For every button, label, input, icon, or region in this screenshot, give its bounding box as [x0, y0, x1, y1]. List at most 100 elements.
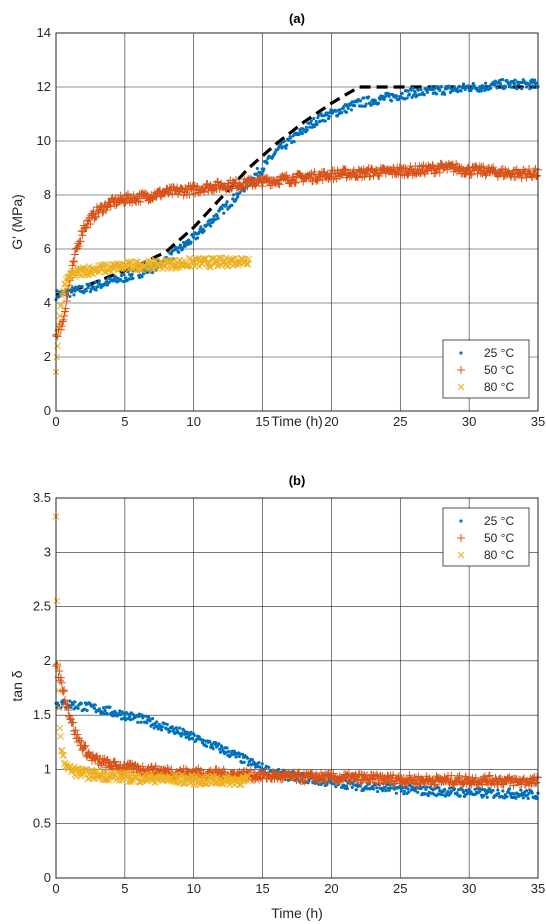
- data-point: [175, 247, 179, 251]
- data-point: [331, 172, 340, 181]
- data-point: [472, 84, 476, 88]
- data-point: [114, 711, 118, 715]
- data-point: [136, 720, 140, 724]
- data-point: [326, 111, 330, 115]
- data-point: [295, 771, 304, 780]
- data-point: [371, 779, 380, 788]
- data-point: [174, 726, 178, 730]
- data-point: [369, 103, 373, 107]
- data-point: [237, 754, 241, 759]
- data-point: [128, 715, 132, 719]
- data-point: [304, 125, 309, 129]
- data-point: [448, 786, 452, 790]
- data-point: [250, 180, 259, 189]
- data-point: [355, 167, 364, 176]
- data-point: [310, 167, 319, 176]
- data-point: [342, 783, 346, 788]
- series-80c: [52, 254, 253, 376]
- data-point: [60, 311, 69, 320]
- panel-b-xlabel: Time (h): [271, 905, 323, 921]
- data-point: [448, 85, 452, 89]
- data-point: [476, 169, 485, 178]
- data-point: [419, 786, 423, 791]
- x-tick-label: 35: [531, 881, 545, 896]
- data-point: [503, 84, 507, 88]
- data-point: [130, 272, 134, 276]
- data-point: [349, 108, 354, 112]
- data-point: [205, 181, 214, 190]
- data-point: [158, 723, 162, 727]
- data-point: [237, 183, 246, 192]
- data-point: [430, 169, 439, 178]
- data-point: [81, 741, 90, 750]
- data-point: [218, 750, 223, 754]
- data-point: [479, 89, 484, 93]
- data-point: [254, 765, 258, 769]
- data-point: [390, 786, 394, 790]
- data-point: [467, 787, 471, 791]
- data-point: [197, 230, 201, 234]
- data-point: [254, 775, 263, 784]
- data-point: [338, 170, 347, 179]
- data-point: [262, 167, 266, 171]
- data-point: [74, 242, 83, 251]
- data-point: [512, 81, 516, 86]
- data-point: [112, 277, 116, 281]
- data-point: [104, 705, 108, 709]
- data-point: [128, 718, 133, 722]
- data-point: [455, 771, 464, 780]
- data-point: [220, 745, 224, 750]
- data-point: [439, 792, 443, 796]
- data-point: [80, 284, 84, 289]
- y-tick-label: 3.5: [33, 490, 51, 505]
- data-point: [275, 180, 284, 189]
- data-point: [108, 705, 112, 709]
- data-point: [495, 86, 499, 90]
- data-point: [185, 190, 194, 199]
- data-point: [79, 701, 83, 706]
- data-point: [312, 116, 316, 121]
- data-point: [102, 203, 111, 212]
- data-point: [383, 785, 387, 790]
- data-point: [216, 254, 224, 262]
- data-point: [101, 763, 110, 772]
- data-point: [320, 167, 329, 176]
- data-point: [224, 750, 228, 754]
- data-point: [156, 727, 160, 731]
- data-point: [118, 709, 122, 713]
- data-point: [529, 81, 534, 85]
- data-point: [232, 749, 236, 753]
- data-point: [267, 765, 271, 769]
- data-point: [260, 762, 264, 766]
- data-point: [371, 784, 375, 788]
- data-point: [411, 86, 415, 90]
- data-point: [308, 125, 312, 129]
- data-point: [220, 207, 224, 211]
- data-point: [178, 243, 182, 247]
- data-point: [521, 796, 525, 800]
- data-point: [122, 712, 126, 716]
- legend-label-50c: 50 °C: [484, 363, 514, 377]
- data-point: [213, 741, 218, 745]
- data-point: [351, 782, 355, 786]
- data-point: [520, 86, 524, 91]
- data-point: [224, 202, 228, 206]
- data-point: [53, 353, 61, 361]
- data-point: [394, 94, 399, 98]
- panel-a-series: [52, 78, 542, 376]
- data-point: [346, 777, 355, 786]
- data-point: [447, 771, 456, 780]
- data-point: [305, 128, 309, 132]
- data-point: [437, 786, 441, 790]
- y-tick-label: 0.5: [33, 816, 51, 831]
- data-point: [412, 93, 416, 97]
- data-point: [310, 125, 314, 129]
- data-point: [212, 214, 216, 218]
- data-point: [142, 190, 151, 199]
- data-point: [389, 99, 394, 103]
- data-point: [260, 769, 269, 778]
- data-point: [90, 214, 99, 223]
- data-point: [527, 83, 531, 87]
- data-point: [55, 322, 63, 330]
- data-point: [231, 197, 235, 201]
